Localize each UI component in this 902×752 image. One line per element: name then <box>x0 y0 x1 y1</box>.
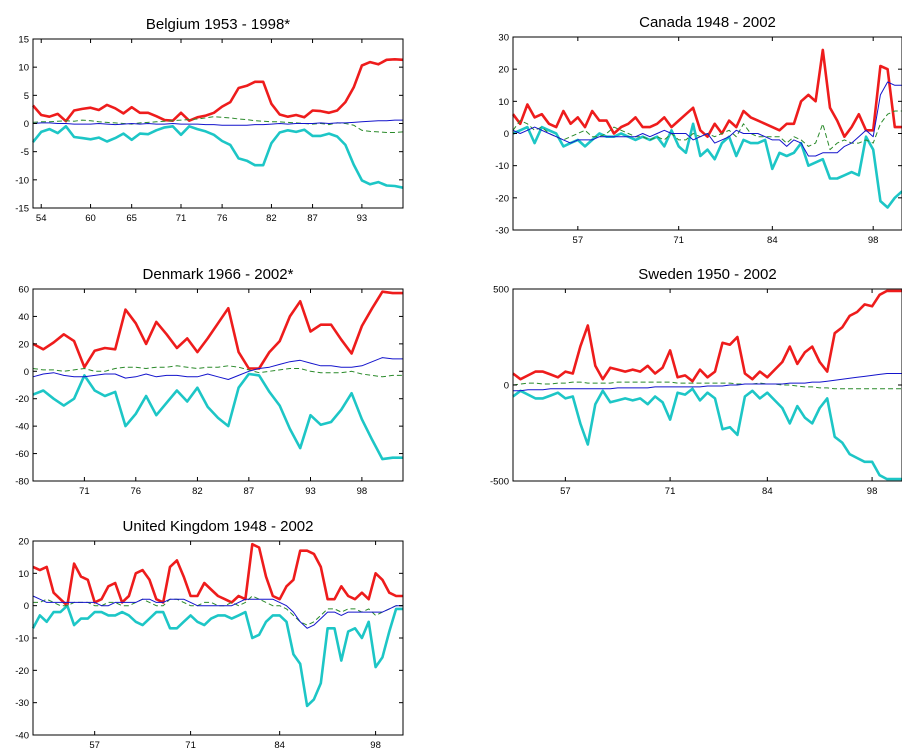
series-line-0 <box>512 289 902 383</box>
series-line-2 <box>512 381 902 390</box>
x-tick-label: 84 <box>762 486 773 497</box>
y-tick-label: 40 <box>18 312 29 323</box>
x-tick-label: 76 <box>130 486 141 497</box>
y-tick-label: -30 <box>15 698 29 709</box>
plot-frame <box>512 288 902 482</box>
y-tick-label: -30 <box>495 226 509 237</box>
panel-title: Denmark 1966 - 2002* <box>143 266 294 283</box>
y-tick-label: -40 <box>15 731 29 742</box>
series-line-0 <box>32 542 403 608</box>
x-tick-label: 84 <box>274 740 285 751</box>
y-tick-label: 20 <box>18 537 29 548</box>
y-tick-label: 10 <box>498 97 509 108</box>
series-line-3 <box>513 373 902 392</box>
x-tick-label: 65 <box>126 213 137 224</box>
x-tick-label: 82 <box>266 213 277 224</box>
x-tick-label: 71 <box>176 213 187 224</box>
series-line-3 <box>32 357 403 380</box>
series-line-3 <box>32 119 403 126</box>
panel-0: Belgium 1953 - 1998* -15 -10 -5 0 5 10 15 54 60 65… <box>15 16 404 224</box>
y-tick-label: -60 <box>15 449 29 460</box>
x-tick-label: 71 <box>673 235 684 246</box>
y-tick-label: 20 <box>18 339 29 350</box>
y-tick-label: -20 <box>495 193 509 204</box>
y-tick-label: 0 <box>24 601 29 612</box>
y-tick-label: 20 <box>498 65 509 76</box>
x-tick-label: 76 <box>217 213 228 224</box>
panel-title: Belgium 1953 - 1998* <box>146 16 290 33</box>
panel-title: Canada 1948 - 2002 <box>639 14 776 31</box>
x-tick-label: 57 <box>573 235 584 246</box>
x-tick-label: 87 <box>307 213 318 224</box>
panel-1: Canada 1948 - 2002 -30 -20 -10 0 10 20 30 57 71 84… <box>495 14 902 246</box>
plot-frame <box>32 288 404 482</box>
series-line-1 <box>31 125 404 189</box>
series-line-1 <box>512 387 902 481</box>
x-tick-label: 82 <box>192 486 203 497</box>
y-tick-label: 0 <box>504 129 509 140</box>
x-tick-label: 98 <box>370 740 381 751</box>
x-tick-label: 57 <box>89 740 100 751</box>
y-tick-label: 0 <box>24 367 29 378</box>
y-tick-label: 60 <box>18 285 29 296</box>
y-tick-label: -10 <box>495 161 509 172</box>
series-line-2 <box>32 116 404 133</box>
series-line-3 <box>512 81 902 157</box>
y-tick-label: 0 <box>24 119 29 130</box>
series-line-1 <box>31 604 403 708</box>
panel-title: United Kingdom 1948 - 2002 <box>123 518 314 535</box>
y-tick-label: -15 <box>15 204 29 215</box>
x-tick-label: 98 <box>867 486 878 497</box>
x-tick-label: 87 <box>244 486 255 497</box>
series-line-0 <box>511 48 902 138</box>
series-line-2 <box>32 365 403 378</box>
series-line-0 <box>32 290 403 370</box>
series-line-2 <box>33 595 403 626</box>
panel-4: United Kingdom 1948 - 2002 -40 -30 -20 -10 0 1… <box>15 518 404 751</box>
x-tick-label: 60 <box>85 213 96 224</box>
y-tick-label: 0 <box>504 381 509 392</box>
y-tick-label: -5 <box>21 147 29 158</box>
y-tick-label: 10 <box>18 569 29 580</box>
x-tick-label: 93 <box>305 486 316 497</box>
series-line-3 <box>32 595 403 629</box>
x-tick-label: 93 <box>357 213 368 224</box>
y-tick-label: -10 <box>15 175 29 186</box>
y-tick-label: -80 <box>15 477 29 488</box>
y-tick-label: 15 <box>18 35 29 46</box>
y-tick-label: 30 <box>498 33 509 44</box>
x-tick-label: 54 <box>36 213 47 224</box>
x-tick-label: 84 <box>767 235 778 246</box>
panel-2: Denmark 1966 - 2002* -80 -60 -40 -20 0 20 40 60 7… <box>15 266 404 497</box>
y-tick-label: 500 <box>493 285 509 296</box>
y-tick-label: -40 <box>15 422 29 433</box>
y-tick-label: -20 <box>15 394 29 405</box>
series-line-0 <box>32 57 404 123</box>
x-tick-label: 57 <box>560 486 571 497</box>
x-tick-label: 71 <box>665 486 676 497</box>
panel-3: Sweden 1950 - 2002 -500 0 500 57 71 84 98 <box>490 266 902 497</box>
x-tick-label: 71 <box>79 486 90 497</box>
x-tick-label: 98 <box>868 235 879 246</box>
x-tick-label: 98 <box>357 486 368 497</box>
y-tick-label: -500 <box>490 477 509 488</box>
series-line-1 <box>32 372 403 461</box>
x-tick-label: 71 <box>185 740 196 751</box>
y-tick-label: -20 <box>15 666 29 677</box>
y-tick-label: 10 <box>18 63 29 74</box>
panel-title: Sweden 1950 - 2002 <box>638 266 776 283</box>
y-tick-label: 5 <box>24 91 29 102</box>
y-tick-label: -10 <box>15 634 29 645</box>
